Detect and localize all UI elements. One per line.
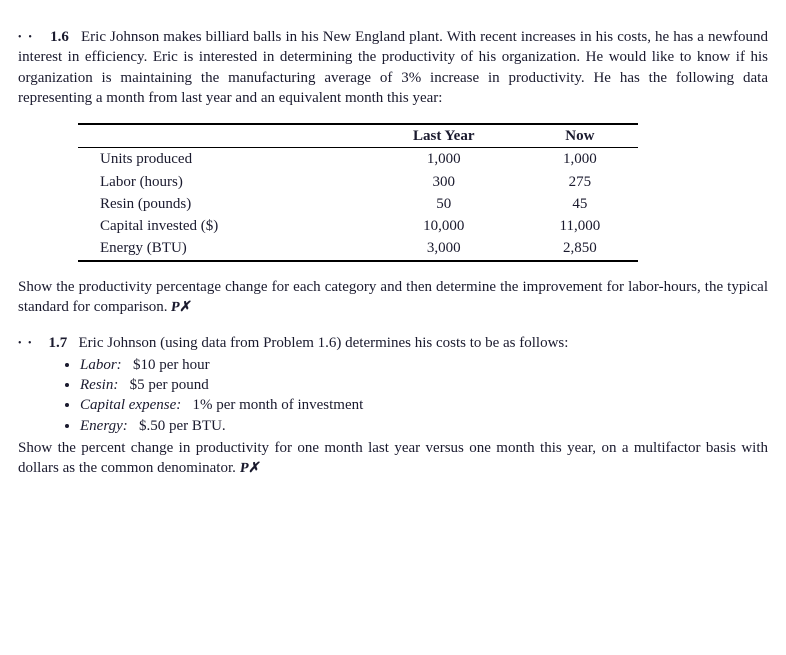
row-last: 50 — [366, 193, 522, 215]
cost-name: Energy: — [80, 418, 128, 434]
problem-text: Eric Johnson (using data from Problem 1.… — [79, 335, 569, 351]
cost-name: Resin: — [80, 377, 118, 393]
list-item: Labor: $10 per hour — [80, 355, 768, 375]
px-icon: P✗ — [238, 460, 261, 479]
cost-value: $.50 per BTU. — [139, 418, 226, 434]
list-item: Capital expense: 1% per month of investm… — [80, 395, 768, 415]
table-row: Units produced 1,000 1,000 — [78, 148, 638, 171]
col-blank — [78, 124, 366, 148]
row-now: 11,000 — [522, 215, 638, 237]
cost-list: Labor: $10 per hour Resin: $5 per pound … — [22, 355, 768, 436]
row-label: Labor (hours) — [78, 171, 366, 193]
px-icon: P✗ — [170, 299, 193, 318]
row-last: 1,000 — [366, 148, 522, 171]
row-label: Capital invested ($) — [78, 215, 366, 237]
cost-value: $10 per hour — [133, 357, 210, 373]
list-item: Resin: $5 per pound — [80, 375, 768, 395]
problem-1-6-question: Show the productivity percentage change … — [18, 277, 768, 318]
difficulty-dots: • • — [18, 32, 34, 43]
table-row: Resin (pounds) 50 45 — [78, 193, 638, 215]
row-label: Resin (pounds) — [78, 193, 366, 215]
row-now: 2,850 — [522, 237, 638, 260]
cost-name: Labor: — [80, 357, 122, 373]
table-row: Labor (hours) 300 275 — [78, 171, 638, 193]
list-item: Energy: $.50 per BTU. — [80, 416, 768, 436]
problem-number: 1.7 — [49, 335, 68, 351]
difficulty-dots: • • — [18, 337, 34, 348]
row-last: 3,000 — [366, 237, 522, 260]
problem-1-6: • • 1.6 Eric Johnson makes billiard ball… — [18, 27, 768, 108]
row-label: Units produced — [78, 148, 366, 171]
row-last: 10,000 — [366, 215, 522, 237]
problem-text: Eric Johnson makes billiard balls in his… — [18, 29, 768, 106]
row-last: 300 — [366, 171, 522, 193]
question-text: Show the productivity percentage change … — [18, 279, 768, 315]
cost-name: Capital expense: — [80, 397, 181, 413]
col-now: Now — [522, 124, 638, 148]
problem-number: 1.6 — [50, 29, 69, 45]
question-text: Show the percent change in productivity … — [18, 440, 768, 476]
table-row: Capital invested ($) 10,000 11,000 — [78, 215, 638, 237]
row-label: Energy (BTU) — [78, 237, 366, 260]
table-row: Energy (BTU) 3,000 2,850 — [78, 237, 638, 260]
problem-1-7-question: Show the percent change in productivity … — [18, 438, 768, 479]
row-now: 45 — [522, 193, 638, 215]
row-now: 1,000 — [522, 148, 638, 171]
cost-value: $5 per pound — [130, 377, 209, 393]
cost-value: 1% per month of investment — [192, 397, 363, 413]
col-last-year: Last Year — [366, 124, 522, 148]
problem-1-7: • • 1.7 Eric Johnson (using data from Pr… — [18, 333, 768, 353]
productivity-table: Last Year Now Units produced 1,000 1,000… — [78, 123, 638, 262]
row-now: 275 — [522, 171, 638, 193]
